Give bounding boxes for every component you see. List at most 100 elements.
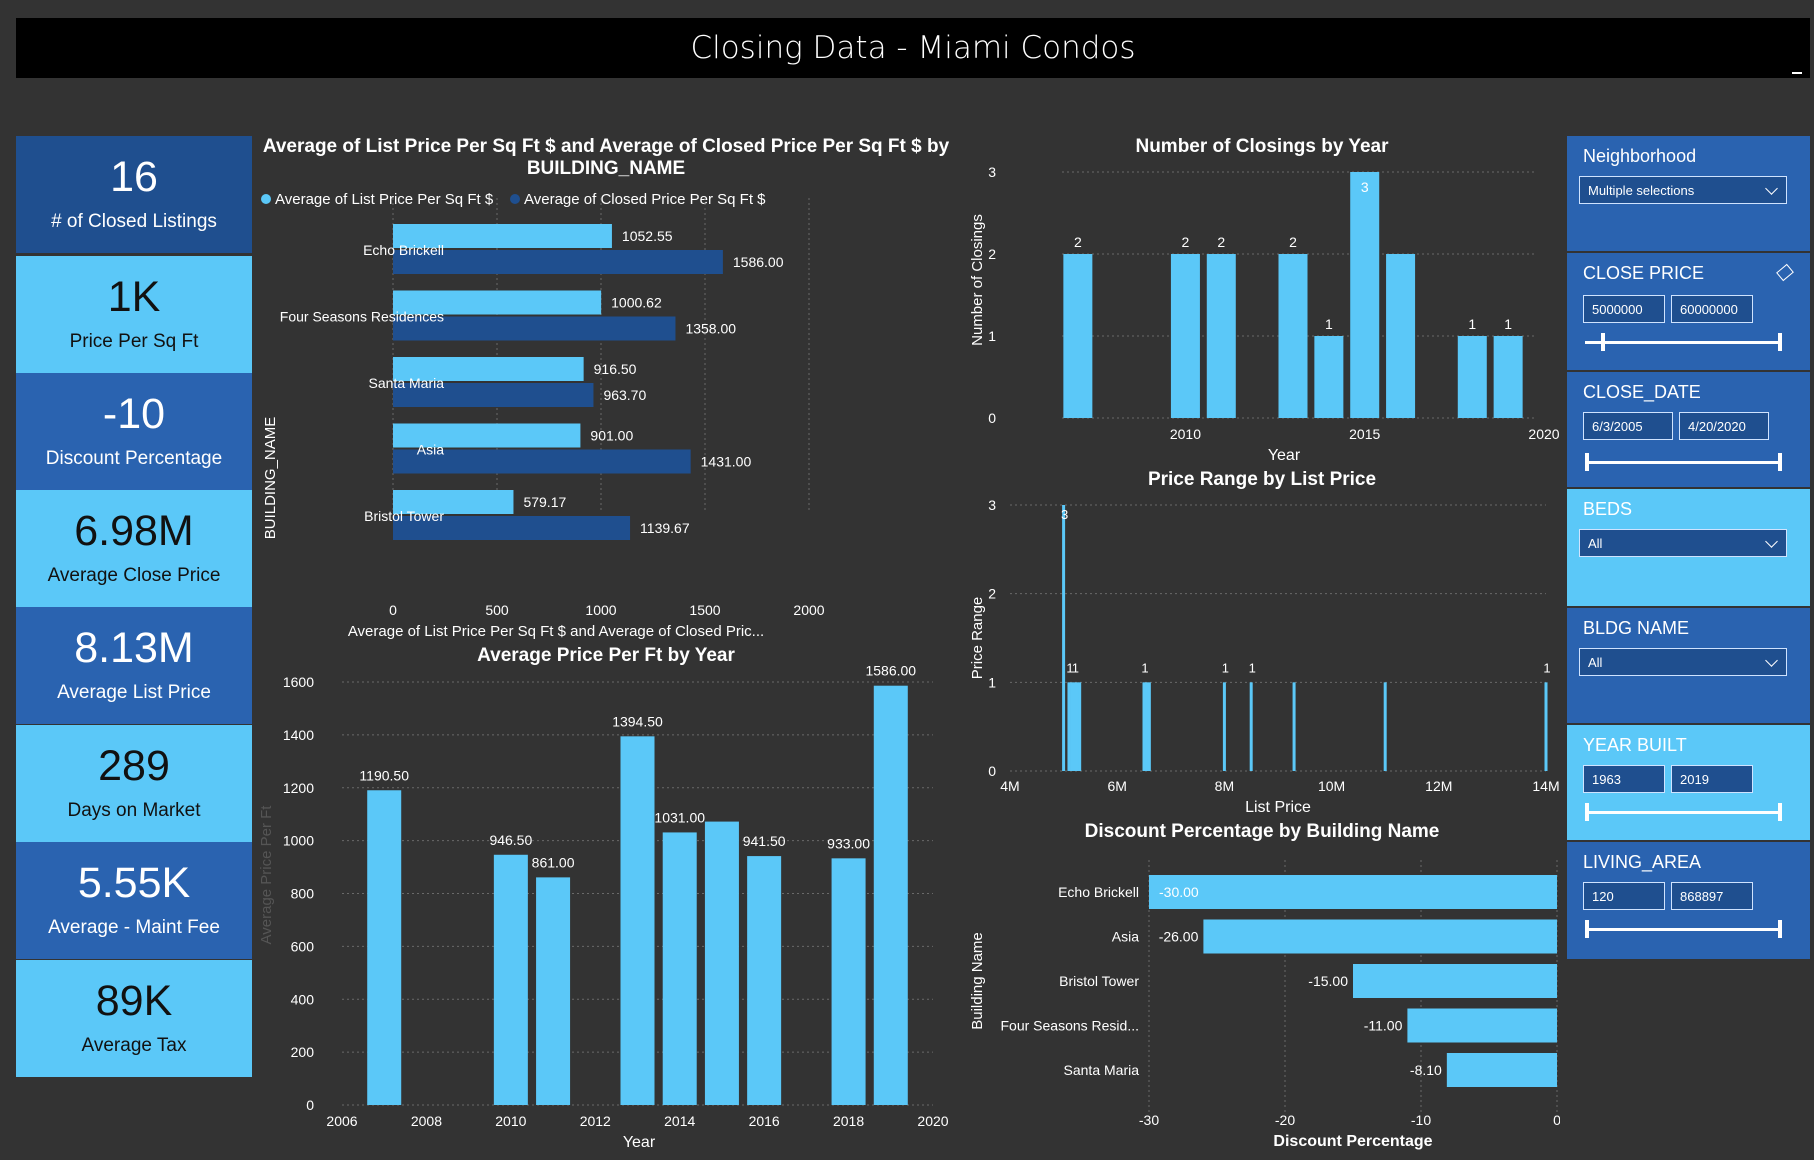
close-date-start-input[interactable]: 6/3/2005 xyxy=(1583,412,1673,440)
bar[interactable] xyxy=(393,250,723,274)
bar[interactable] xyxy=(536,877,571,1105)
bar[interactable] xyxy=(393,449,691,474)
bar[interactable] xyxy=(393,423,581,448)
bar[interactable] xyxy=(1457,336,1487,418)
living-area-min-input[interactable]: 120 xyxy=(1583,882,1665,910)
bar[interactable] xyxy=(1206,254,1236,418)
close-price-min-input[interactable]: 5000000 xyxy=(1583,295,1665,323)
bar[interactable] xyxy=(393,357,584,381)
y-axis-label: Number of Closings xyxy=(969,214,986,346)
bar[interactable] xyxy=(1544,682,1548,771)
slider-handle-max[interactable] xyxy=(1778,333,1782,351)
chart-price-range-by-list-price[interactable]: Price Range by List Price Price Range Li… xyxy=(960,465,1560,815)
bar[interactable] xyxy=(393,383,594,407)
bar[interactable] xyxy=(393,516,631,540)
bar[interactable] xyxy=(1147,682,1151,771)
beds-dropdown[interactable]: All xyxy=(1579,529,1787,557)
bar[interactable] xyxy=(393,224,612,248)
chart-title: Average Price Per Ft by Year xyxy=(477,645,735,666)
bar[interactable] xyxy=(1078,682,1082,771)
x-tick-label: 0 xyxy=(1553,1112,1560,1128)
bar[interactable] xyxy=(1067,682,1071,771)
slider-handle-min[interactable] xyxy=(1585,920,1589,938)
bar[interactable] xyxy=(704,821,739,1105)
y-tick-label: 800 xyxy=(291,886,315,902)
bar[interactable] xyxy=(1407,1008,1557,1043)
close-price-max-input[interactable]: 60000000 xyxy=(1671,295,1753,323)
data-label: 1139.67 xyxy=(640,520,690,536)
data-label: -11.00 xyxy=(1364,1018,1403,1034)
bar[interactable] xyxy=(1278,254,1308,418)
chart-price-sqft-by-building[interactable]: Average of List Price Per Sq Ft $ and Av… xyxy=(256,130,968,640)
bldg-name-dropdown[interactable]: All xyxy=(1579,648,1787,676)
bar[interactable] xyxy=(873,685,908,1105)
bar[interactable] xyxy=(831,858,866,1105)
bar[interactable] xyxy=(747,856,782,1105)
bar[interactable] xyxy=(1170,254,1200,418)
bar[interactable] xyxy=(1149,875,1557,909)
year-built-min-input[interactable]: 1963 xyxy=(1583,765,1665,793)
bar[interactable] xyxy=(1222,682,1226,771)
living-area-max-input[interactable]: 868897 xyxy=(1671,882,1753,910)
bar[interactable] xyxy=(1350,172,1380,418)
bar[interactable] xyxy=(1249,682,1253,771)
bar[interactable] xyxy=(1383,682,1387,771)
chart-discount-by-building[interactable]: Discount Percentage by Building Name Bui… xyxy=(960,815,1560,1160)
living-area-slider[interactable] xyxy=(1585,920,1782,938)
close-date-slider[interactable] xyxy=(1585,453,1782,471)
bar[interactable] xyxy=(1203,919,1557,954)
slicer-living-area: LIVING_AREA 120 868897 xyxy=(1567,842,1810,959)
legend-label-closed[interactable]: Average of Closed Price Per Sq Ft $ xyxy=(524,191,766,208)
data-label: 1586.00 xyxy=(865,663,916,679)
close-date-end-input[interactable]: 4/20/2020 xyxy=(1679,412,1769,440)
minimize-icon[interactable] xyxy=(1792,72,1802,74)
bar[interactable] xyxy=(1075,682,1079,771)
bar[interactable] xyxy=(1062,505,1066,771)
bar[interactable] xyxy=(1070,682,1074,771)
slider-handle-max[interactable] xyxy=(1778,803,1782,821)
bar[interactable] xyxy=(493,854,528,1105)
bar[interactable] xyxy=(1446,1053,1557,1087)
y-tick-label: 3 xyxy=(988,497,996,513)
slider-handle-min[interactable] xyxy=(1585,453,1589,471)
data-label: 1031.00 xyxy=(654,809,705,825)
bar[interactable] xyxy=(1353,964,1557,998)
slider-handle-min[interactable] xyxy=(1601,333,1605,351)
kpi-label: Price Per Sq Ft xyxy=(69,330,199,352)
year-built-slider[interactable] xyxy=(1585,803,1782,821)
slider-handle-min[interactable] xyxy=(1585,803,1589,821)
bar[interactable] xyxy=(1386,254,1416,418)
data-label: 3 xyxy=(1361,179,1369,195)
chart-closings-by-year[interactable]: Number of Closings by Year Number of Clo… xyxy=(960,130,1560,465)
bar[interactable] xyxy=(367,790,402,1105)
bar[interactable] xyxy=(393,316,676,341)
bar[interactable] xyxy=(1292,682,1296,771)
data-label: 2 xyxy=(1289,234,1297,250)
x-tick-label: 14M xyxy=(1532,778,1559,794)
chart-avg-price-per-ft-by-year[interactable]: Average Price Per Ft by Year Average Pri… xyxy=(256,640,968,1160)
bar[interactable] xyxy=(1063,254,1093,418)
bar[interactable] xyxy=(1493,336,1523,418)
data-label: 901.00 xyxy=(590,428,633,444)
x-tick-label: 12M xyxy=(1425,778,1452,794)
data-label: 963.70 xyxy=(603,387,646,403)
slider-handle-max[interactable] xyxy=(1778,920,1782,938)
bar[interactable] xyxy=(662,832,697,1105)
data-label: 1 xyxy=(1141,660,1148,675)
bar[interactable] xyxy=(393,290,602,315)
bar[interactable] xyxy=(1314,336,1344,418)
bar[interactable] xyxy=(1142,682,1146,771)
legend-label-list[interactable]: Average of List Price Per Sq Ft $ xyxy=(275,191,494,208)
neighborhood-dropdown[interactable]: Multiple selections xyxy=(1579,176,1787,204)
bar[interactable] xyxy=(1072,682,1076,771)
bar[interactable] xyxy=(1145,682,1149,771)
data-label: 1 xyxy=(1249,660,1256,675)
bar[interactable] xyxy=(393,490,514,514)
close-price-slider[interactable] xyxy=(1585,333,1782,351)
bar[interactable] xyxy=(620,736,655,1105)
x-axis-label: Year xyxy=(623,1134,656,1151)
x-tick-label: 1000 xyxy=(585,602,616,618)
year-built-max-input[interactable]: 2019 xyxy=(1671,765,1753,793)
slider-handle-max[interactable] xyxy=(1778,453,1782,471)
clear-selection-icon[interactable] xyxy=(1776,263,1794,282)
